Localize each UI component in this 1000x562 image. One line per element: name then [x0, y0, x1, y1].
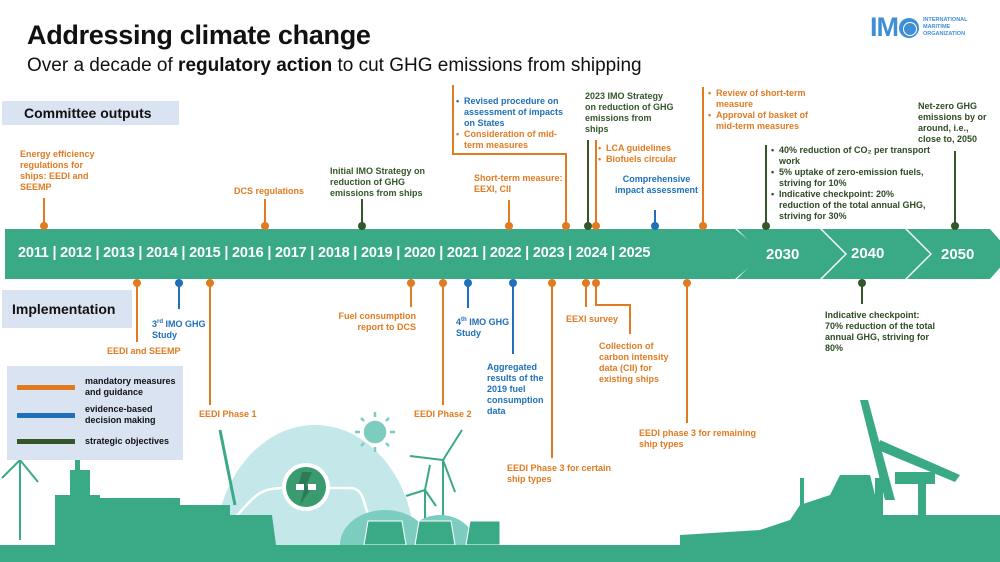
connector [467, 282, 469, 308]
committee-outputs-label: Committee outputs [2, 101, 179, 125]
marker-dot [505, 222, 513, 230]
marker-dot [584, 222, 592, 230]
marker-dot [699, 222, 707, 230]
crane-silhouette [680, 400, 1000, 545]
comprehensive-impact-label: Comprehensive impact assessment [614, 174, 699, 195]
eedi-phase3-certain-label: EEDI Phase 3 for certain ship types [507, 463, 612, 484]
connector [654, 210, 656, 225]
connector [585, 282, 587, 307]
harbor-illustration [0, 400, 1000, 562]
connector [136, 282, 138, 342]
plug-icon [282, 463, 330, 511]
ship-silhouette [55, 429, 276, 545]
fuel-consumption-label: Fuel consumption report to DCS [338, 311, 417, 332]
eedi-phase2-label: EEDI Phase 2 [414, 409, 472, 419]
logo-letters: IM [870, 12, 899, 42]
page-title: Addressing climate change [27, 20, 371, 50]
eedi-seemp-label: EEDI and SEEMP [107, 346, 181, 356]
imo-logo: IM INTERNATIONAL MARITIME ORGANIZATION [870, 12, 968, 43]
sun-icon [355, 412, 395, 452]
connector [43, 198, 45, 225]
review-approval-list: Review of short-term measure Approval of… [708, 88, 818, 132]
ghg-study-3-label: 3rd IMO GHG Study [152, 319, 206, 340]
legend-item-mandatory: mandatory measures and guidance [17, 376, 177, 398]
marker-dot [951, 222, 959, 230]
connector [702, 87, 704, 225]
milestone-2050: 2050 [941, 246, 975, 263]
connector [452, 85, 454, 154]
connector [954, 151, 956, 225]
revised-procedure-list: Revised procedure on assessment of impac… [456, 96, 571, 151]
logo-text: INTERNATIONAL MARITIME ORGANIZATION [923, 17, 968, 37]
targets-2030-list: 40% reduction of CO₂ per transport work … [771, 145, 936, 222]
aggregated-results-label: Aggregated results of the 2019 fuel cons… [487, 362, 544, 416]
eedi-phase1-label: EEDI Phase 1 [199, 409, 257, 419]
connector [410, 282, 412, 307]
connector [512, 282, 514, 354]
legend-item-evidence: evidence-based decision making [17, 404, 165, 426]
checkpoint-2040-label: Indicative checkpoint: 70% reduction of … [825, 310, 936, 353]
eexi-survey-label: EEXI survey [566, 314, 619, 324]
connector [765, 145, 767, 225]
marker-dot [592, 222, 600, 230]
energy-efficiency-label: Energy efficiency regulations for ships:… [20, 149, 95, 192]
lca-biofuels-list: LCA guidelines Biofuels circular [598, 143, 698, 165]
marker-dot [358, 222, 366, 230]
page-subtitle: Over a decade of regulatory action to cu… [27, 55, 642, 76]
strategy-2023-label: 2023 IMO Strategy on reduction of GHG em… [585, 91, 674, 134]
connector [595, 304, 631, 306]
cii-collection-label: Collection of carbon intensity data (CII… [599, 341, 669, 384]
net-zero-label: Net-zero GHG emissions by or around, i.e… [918, 101, 987, 144]
connector [508, 200, 510, 225]
connector [587, 140, 589, 225]
timeline-bar [5, 229, 1000, 279]
legend-swatch-orange [17, 384, 75, 390]
connector [565, 153, 567, 225]
legend-swatch-blue [17, 412, 75, 418]
initial-strategy-label: Initial IMO Strategy on reduction of GHG… [330, 166, 426, 198]
ghg-study-4-label: 4th IMO GHG Study [456, 317, 510, 338]
connector [209, 282, 211, 405]
legend-item-strategic: strategic objectives [17, 436, 169, 447]
connector [264, 199, 266, 225]
un-globe-icon [899, 17, 919, 38]
legend: mandatory measures and guidance evidence… [7, 366, 183, 460]
connector [178, 282, 180, 309]
short-term-measure-label: Short-term measure: EEXI, CII [474, 173, 563, 194]
connector [452, 153, 567, 155]
eedi-phase3-remaining-label: EEDI phase 3 for remaining ship types [639, 428, 757, 449]
connector [686, 282, 688, 423]
marker-dot [562, 222, 570, 230]
marker-dot [261, 222, 269, 230]
legend-swatch-green [17, 439, 75, 444]
marker-dot [762, 222, 770, 230]
milestone-2040: 2040 [851, 245, 885, 262]
connector [442, 282, 444, 405]
marker-dot [40, 222, 48, 230]
marker-dot [651, 222, 659, 230]
implementation-label: Implementation [2, 290, 132, 328]
connector [361, 199, 363, 225]
dcs-regulations-label: DCS regulations [234, 186, 305, 196]
connector [629, 304, 631, 334]
timeline-years: 2011 | 2012 | 2013 | 2014 | 2015 | 2016 … [18, 245, 651, 261]
connector [551, 282, 553, 458]
milestone-2030: 2030 [766, 246, 800, 263]
connector [595, 282, 597, 305]
connector [595, 140, 597, 225]
connector [861, 282, 863, 304]
